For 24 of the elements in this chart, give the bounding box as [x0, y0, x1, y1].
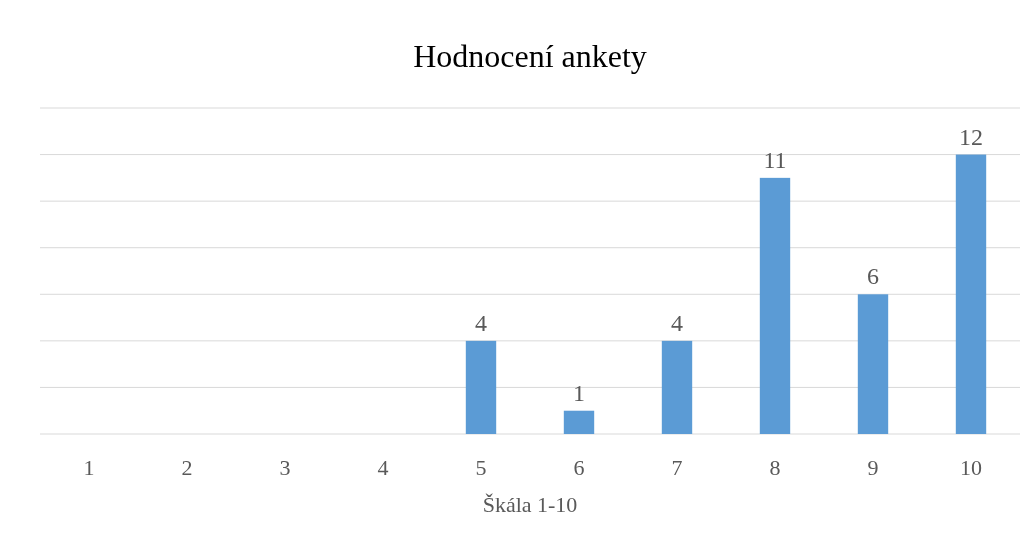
- x-tick-label: 5: [475, 455, 487, 480]
- x-axis-title: Škála 1-10: [482, 492, 578, 517]
- x-tick-label: 7: [671, 455, 683, 480]
- chart-title: Hodnocení ankety: [413, 38, 647, 74]
- data-label: 12: [959, 123, 983, 150]
- bar: [465, 340, 497, 434]
- data-label: 1: [573, 379, 585, 406]
- x-tick-label: 1: [83, 455, 95, 480]
- bar: [661, 340, 693, 434]
- data-label: 4: [671, 309, 683, 336]
- x-tick-label: 9: [867, 455, 879, 480]
- x-tick-label: 8: [769, 455, 781, 480]
- x-tick-label: 3: [279, 455, 291, 480]
- bar: [857, 294, 889, 434]
- x-tick-label: 6: [573, 455, 585, 480]
- x-tick-label: 4: [377, 455, 389, 480]
- bar: [955, 154, 987, 434]
- bar: [759, 177, 791, 434]
- data-label: 11: [763, 146, 787, 173]
- data-label: 4: [475, 309, 487, 336]
- data-label: 6: [867, 263, 879, 290]
- x-tick-label: 10: [960, 455, 982, 480]
- x-tick-label: 2: [181, 455, 193, 480]
- bar: [563, 410, 595, 434]
